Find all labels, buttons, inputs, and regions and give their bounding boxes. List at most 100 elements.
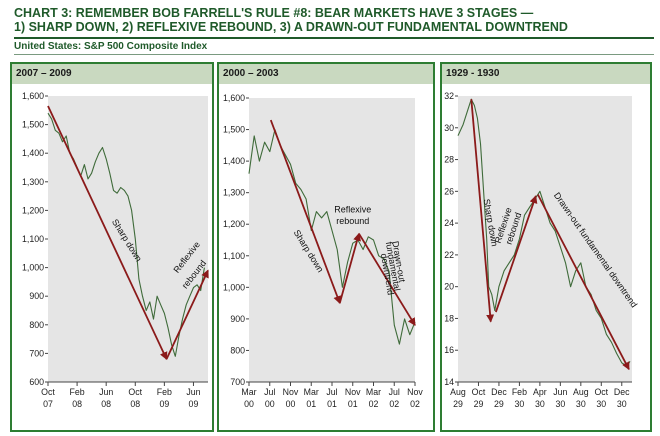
x-tick-label-month: Jul xyxy=(264,387,275,397)
x-tick-label-month: Feb xyxy=(512,387,527,397)
x-tick-label-month: Feb xyxy=(70,387,85,397)
y-tick-label: 1,500 xyxy=(223,125,245,135)
trend-arrow xyxy=(495,195,538,313)
panel-2000-2003: 2000 – 2003 700 800 900 1,000 1,100 1,200 1,30… xyxy=(217,62,435,432)
x-tick-label-month: Oct xyxy=(128,387,142,397)
x-tick-label-month: Oct xyxy=(594,387,608,397)
x-tick-label-year: 01 xyxy=(327,399,337,409)
panel-title: 2000 – 2003 xyxy=(219,64,433,84)
y-tick-label: 1,400 xyxy=(223,156,245,166)
trend-arrow xyxy=(358,233,416,327)
x-tick-label-month: Mar xyxy=(241,387,256,397)
y-tick-label: 1,200 xyxy=(223,219,245,229)
x-tick-label-month: Dec xyxy=(491,387,507,397)
x-tick-label-year: 02 xyxy=(369,399,379,409)
y-tick-label: 800 xyxy=(230,345,245,355)
x-tick-label-month: Oct xyxy=(472,387,486,397)
x-tick-label-year: 09 xyxy=(189,399,199,409)
trend-arrow xyxy=(338,232,361,304)
x-tick-label-month: Nov xyxy=(345,387,361,397)
x-tick-label-year: 30 xyxy=(515,399,525,409)
x-tick-label-year: 30 xyxy=(535,399,545,409)
x-tick-label-year: 01 xyxy=(306,399,316,409)
y-tick-label: 1,300 xyxy=(223,188,245,198)
trend-arrow xyxy=(537,194,630,371)
trend-arrow xyxy=(269,119,342,305)
y-tick-label: 1,100 xyxy=(223,251,245,261)
chart-svg-2000-2003: 700 800 900 1,000 1,100 1,200 1,300 1,400 1,500 1… xyxy=(223,93,423,409)
x-tick-label-month: Jun xyxy=(553,387,567,397)
x-tick-label-year: 29 xyxy=(453,399,463,409)
trend-arrow xyxy=(470,99,495,323)
y-tick-label: 24 xyxy=(444,218,454,228)
x-tick-label-year: 00 xyxy=(286,399,296,409)
chart-svg-2007-2009: 600 700 800 900 1,000 1,100 1,200 1,300 1,400 1,5… xyxy=(22,91,209,409)
x-tick-label-year: 29 xyxy=(494,399,504,409)
x-tick-label-year: 00 xyxy=(265,399,275,409)
y-tick-label: 1,600 xyxy=(22,91,44,101)
y-tick-label: 22 xyxy=(444,250,454,260)
x-tick-label-year: 08 xyxy=(72,399,82,409)
x-tick-label-year: 02 xyxy=(410,399,420,409)
y-tick-label: 800 xyxy=(29,320,44,330)
x-tick-label-year: 01 xyxy=(348,399,358,409)
panel-title: 1929 - 1930 xyxy=(442,64,650,84)
x-tick-label-month: Jun xyxy=(99,387,113,397)
x-tick-label-month: Aug xyxy=(450,387,466,397)
x-tick-label-month: Jul xyxy=(389,387,400,397)
plot-area xyxy=(249,98,415,382)
y-tick-label: 900 xyxy=(29,291,44,301)
y-tick-label: 1,500 xyxy=(22,120,44,130)
y-tick-label: 28 xyxy=(444,155,454,165)
y-tick-label: 1,000 xyxy=(223,282,245,292)
x-tick-label-year: 30 xyxy=(596,399,606,409)
y-tick-label: 32 xyxy=(444,91,454,101)
y-tick-label: 1,200 xyxy=(22,205,44,215)
y-tick-label: 700 xyxy=(230,377,245,387)
x-tick-label-month: Nov xyxy=(407,387,423,397)
trend-arrow xyxy=(165,269,209,360)
subtitle-rule xyxy=(14,54,654,55)
y-tick-label: 700 xyxy=(29,348,44,358)
panel-title: 2007 – 2009 xyxy=(12,64,212,84)
y-tick-label: 1,400 xyxy=(22,148,44,158)
x-tick-label-year: 08 xyxy=(101,399,111,409)
title-rule xyxy=(14,37,654,39)
x-tick-label-month: Aug xyxy=(573,387,589,397)
chart-title-line1: CHART 3: REMEMBER BOB FARRELL'S RULE #8:… xyxy=(14,6,534,20)
stage-annotation: Reflexive xyxy=(334,205,371,215)
x-tick-label-month: Dec xyxy=(614,387,630,397)
y-tick-label: 26 xyxy=(444,186,454,196)
trend-arrow xyxy=(47,105,168,361)
x-tick-label-month: Oct xyxy=(41,387,55,397)
chart-title: CHART 3: REMEMBER BOB FARRELL'S RULE #8:… xyxy=(14,6,654,34)
x-tick-label-year: 08 xyxy=(130,399,140,409)
y-tick-label: 16 xyxy=(444,345,454,355)
x-tick-label-year: 07 xyxy=(43,399,53,409)
panel-2007-2009: 2007 – 2009 600 700 800 900 1,000 1,100 1,200 1… xyxy=(10,62,214,432)
plot-area xyxy=(48,96,208,382)
panel-1929-1930: 1929 - 1930 14 16 18 20 22 24 26 28 30 32 Aug 29 Oct… xyxy=(440,62,652,432)
x-tick-label-month: Feb xyxy=(157,387,172,397)
y-tick-label: 1,000 xyxy=(22,263,44,273)
x-tick-label-month: Apr xyxy=(533,387,547,397)
chart-title-line2: 1) SHARP DOWN, 2) REFLEXIVE REBOUND, 3) … xyxy=(14,20,568,34)
y-tick-label: 600 xyxy=(29,377,44,387)
y-tick-label: 1,600 xyxy=(223,93,245,103)
y-tick-label: 1,100 xyxy=(22,234,44,244)
x-tick-label-month: Mar xyxy=(366,387,381,397)
x-tick-label-year: 09 xyxy=(159,399,169,409)
x-tick-label-year: 02 xyxy=(389,399,399,409)
x-tick-label-year: 00 xyxy=(244,399,254,409)
x-tick-label-year: 29 xyxy=(474,399,484,409)
x-tick-label-year: 30 xyxy=(555,399,565,409)
x-tick-label-year: 30 xyxy=(617,399,627,409)
stage-annotation: rebound xyxy=(336,216,369,226)
x-tick-label-month: Mar xyxy=(304,387,319,397)
y-tick-label: 900 xyxy=(230,314,245,324)
chart-svg-1929-1930: 14 16 18 20 22 24 26 28 30 32 Aug 29 Oct 29 Dec 29 Feb 30… xyxy=(444,91,639,409)
x-tick-label-month: Jun xyxy=(186,387,200,397)
chart-subtitle: United States: S&P 500 Composite Index xyxy=(14,41,208,52)
x-tick-label-year: 30 xyxy=(576,399,586,409)
y-tick-label: 18 xyxy=(444,313,454,323)
